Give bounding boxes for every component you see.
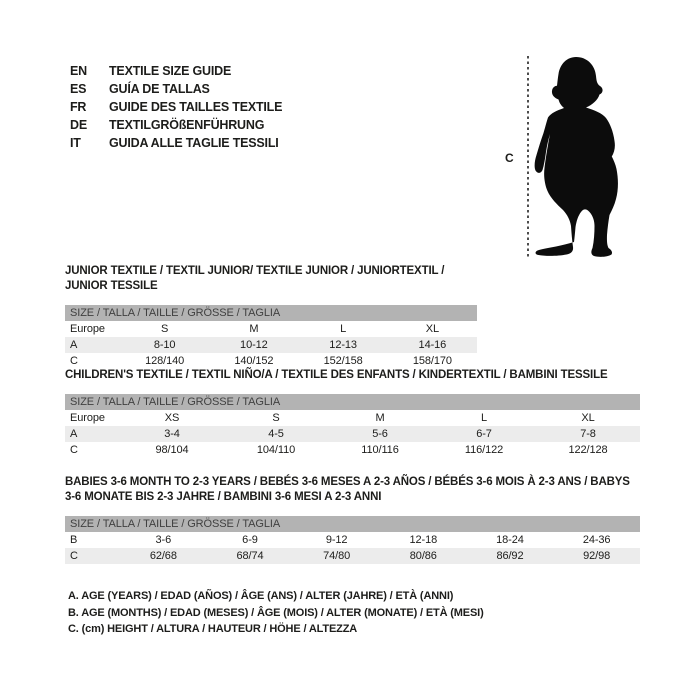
junior-textile-section: JUNIOR TEXTILE / TEXTIL JUNIOR/ TEXTILE … bbox=[65, 264, 477, 369]
size-table: B 3-6 6-9 9-12 12-18 18-24 24-36 C 62/68… bbox=[65, 532, 640, 564]
value-cell: 110/116 bbox=[361, 444, 399, 456]
row-label-cell: C bbox=[70, 444, 78, 456]
value-cell: 14-16 bbox=[418, 339, 447, 351]
table-row: C 62/68 68/74 74/80 80/86 86/92 92/98 bbox=[65, 548, 640, 564]
children-textile-section: CHILDREN'S TEXTILE / TEXTIL NIÑO/A / TEX… bbox=[65, 368, 640, 458]
legend-note-c: C. (cm) HEIGHT / ALTURA / HAUTEUR / HÖHE… bbox=[68, 623, 358, 635]
language-code: IT bbox=[70, 136, 81, 150]
row-label-cell: C bbox=[70, 355, 78, 367]
language-label: GUÍA DE TALLAS bbox=[109, 82, 210, 96]
size-table: Europe S M L XL A 8-10 10-12 12-13 14-16… bbox=[65, 321, 477, 369]
language-code: EN bbox=[70, 64, 87, 78]
value-cell: 3-6 bbox=[155, 534, 172, 546]
size-table: Europe XS S M L XL A 3-4 4-5 5-6 6-7 7-8… bbox=[65, 410, 640, 458]
table-row: Europe S M L XL bbox=[65, 321, 477, 337]
value-cell: 92/98 bbox=[583, 550, 611, 562]
value-cell: M bbox=[375, 412, 385, 424]
language-row: ES GUÍA DE TALLAS bbox=[70, 80, 282, 98]
legend-note-a: A. AGE (YEARS) / EDAD (AÑOS) / ÂGE (ANS)… bbox=[68, 590, 454, 602]
row-label-cell: Europe bbox=[70, 412, 105, 424]
value-cell: 12-18 bbox=[409, 534, 438, 546]
language-row: FR GUIDE DES TAILLES TEXTILE bbox=[70, 98, 282, 116]
value-cell: 68/74 bbox=[236, 550, 264, 562]
value-cell: 128/140 bbox=[145, 355, 185, 367]
value-cell: S bbox=[161, 323, 169, 335]
value-cell: 24-36 bbox=[582, 534, 611, 546]
row-label-cell: B bbox=[70, 534, 78, 546]
value-cell: 74/80 bbox=[323, 550, 351, 562]
height-measure-label: C bbox=[505, 151, 514, 165]
language-row: EN TEXTILE SIZE GUIDE bbox=[70, 62, 282, 80]
value-cell: 86/92 bbox=[496, 550, 524, 562]
language-code: FR bbox=[70, 100, 87, 114]
table-row: Europe XS S M L XL bbox=[65, 410, 640, 426]
size-header-bar: SIZE / TALLA / TAILLE / GRÖSSE / TAGLIA bbox=[65, 305, 477, 321]
legend-note-b: B. AGE (MONTHS) / EDAD (MESES) / ÂGE (MO… bbox=[68, 606, 484, 619]
value-cell: 98/104 bbox=[155, 444, 189, 456]
size-header-bar: SIZE / TALLA / TAILLE / GRÖSSE / TAGLIA bbox=[65, 394, 640, 410]
value-cell: 18-24 bbox=[496, 534, 524, 546]
row-label-cell: A bbox=[70, 339, 78, 351]
language-row: IT GUIDA ALLE TAGLIE TESSILI bbox=[70, 134, 282, 152]
language-list: EN TEXTILE SIZE GUIDE ES GUÍA DE TALLAS … bbox=[70, 62, 282, 152]
row-label-cell: C bbox=[70, 550, 78, 562]
value-cell: M bbox=[249, 323, 259, 335]
baby-silhouette-icon bbox=[534, 57, 618, 257]
value-cell: XL bbox=[425, 323, 439, 335]
value-cell: 6-7 bbox=[476, 428, 492, 440]
value-cell: 104/110 bbox=[256, 444, 296, 456]
table-row: A 8-10 10-12 12-13 14-16 bbox=[65, 337, 477, 353]
table-row: A 3-4 4-5 5-6 6-7 7-8 bbox=[65, 426, 640, 442]
language-label: TEXTILE SIZE GUIDE bbox=[109, 64, 232, 78]
value-cell: 116/122 bbox=[464, 444, 504, 456]
value-cell: 6-9 bbox=[242, 534, 258, 546]
value-cell: 122/128 bbox=[568, 444, 608, 456]
value-cell: S bbox=[272, 412, 280, 424]
value-cell: 158/170 bbox=[412, 355, 452, 367]
value-cell: XS bbox=[164, 412, 180, 424]
value-cell: 8-10 bbox=[153, 339, 176, 351]
language-row: DE TEXTILGRÖßENFÜHRUNG bbox=[70, 116, 282, 134]
section-title: JUNIOR TEXTILE / TEXTIL JUNIOR/ TEXTILE … bbox=[65, 265, 445, 292]
language-code: ES bbox=[70, 82, 87, 96]
section-title: BABIES 3-6 MONTH TO 2-3 YEARS / BEBÉS 3-… bbox=[65, 476, 630, 503]
section-title: CHILDREN'S TEXTILE / TEXTIL NIÑO/A / TEX… bbox=[65, 369, 608, 381]
babies-textile-section: BABIES 3-6 MONTH TO 2-3 YEARS / BEBÉS 3-… bbox=[65, 475, 640, 564]
value-cell: 7-8 bbox=[580, 428, 596, 440]
row-label-cell: Europe bbox=[70, 323, 105, 335]
height-dashed-line bbox=[527, 56, 529, 257]
language-label: GUIDE DES TAILLES TEXTILE bbox=[109, 100, 283, 114]
language-label: GUIDA ALLE TAGLIE TESSILI bbox=[109, 136, 279, 150]
value-cell: XL bbox=[581, 412, 595, 424]
language-code: DE bbox=[70, 118, 87, 132]
table-row: C 128/140 140/152 152/158 158/170 bbox=[65, 353, 477, 369]
table-row: B 3-6 6-9 9-12 12-18 18-24 24-36 bbox=[65, 532, 640, 548]
value-cell: 4-5 bbox=[268, 428, 284, 440]
value-cell: 5-6 bbox=[372, 428, 388, 440]
row-label-cell: A bbox=[70, 428, 78, 440]
legend-notes: A. AGE (YEARS) / EDAD (AÑOS) / ÂGE (ANS)… bbox=[68, 588, 484, 638]
language-label: TEXTILGRÖßENFÜHRUNG bbox=[109, 118, 265, 132]
value-cell: 12-13 bbox=[329, 339, 357, 351]
value-cell: 62/68 bbox=[149, 550, 177, 562]
value-cell: 152/158 bbox=[323, 355, 363, 367]
value-cell: 9-12 bbox=[325, 534, 348, 546]
value-cell: 80/86 bbox=[409, 550, 437, 562]
value-cell: 140/152 bbox=[234, 355, 274, 367]
value-cell: L bbox=[480, 412, 488, 424]
size-header-bar: SIZE / TALLA / TAILLE / GRÖSSE / TAGLIA bbox=[65, 516, 640, 532]
value-cell: 10-12 bbox=[240, 339, 268, 351]
table-row: C 98/104 104/110 110/116 116/122 122/128 bbox=[65, 442, 640, 458]
baby-height-figure: C bbox=[505, 53, 655, 261]
value-cell: 3-4 bbox=[164, 428, 180, 440]
value-cell: L bbox=[340, 323, 347, 335]
